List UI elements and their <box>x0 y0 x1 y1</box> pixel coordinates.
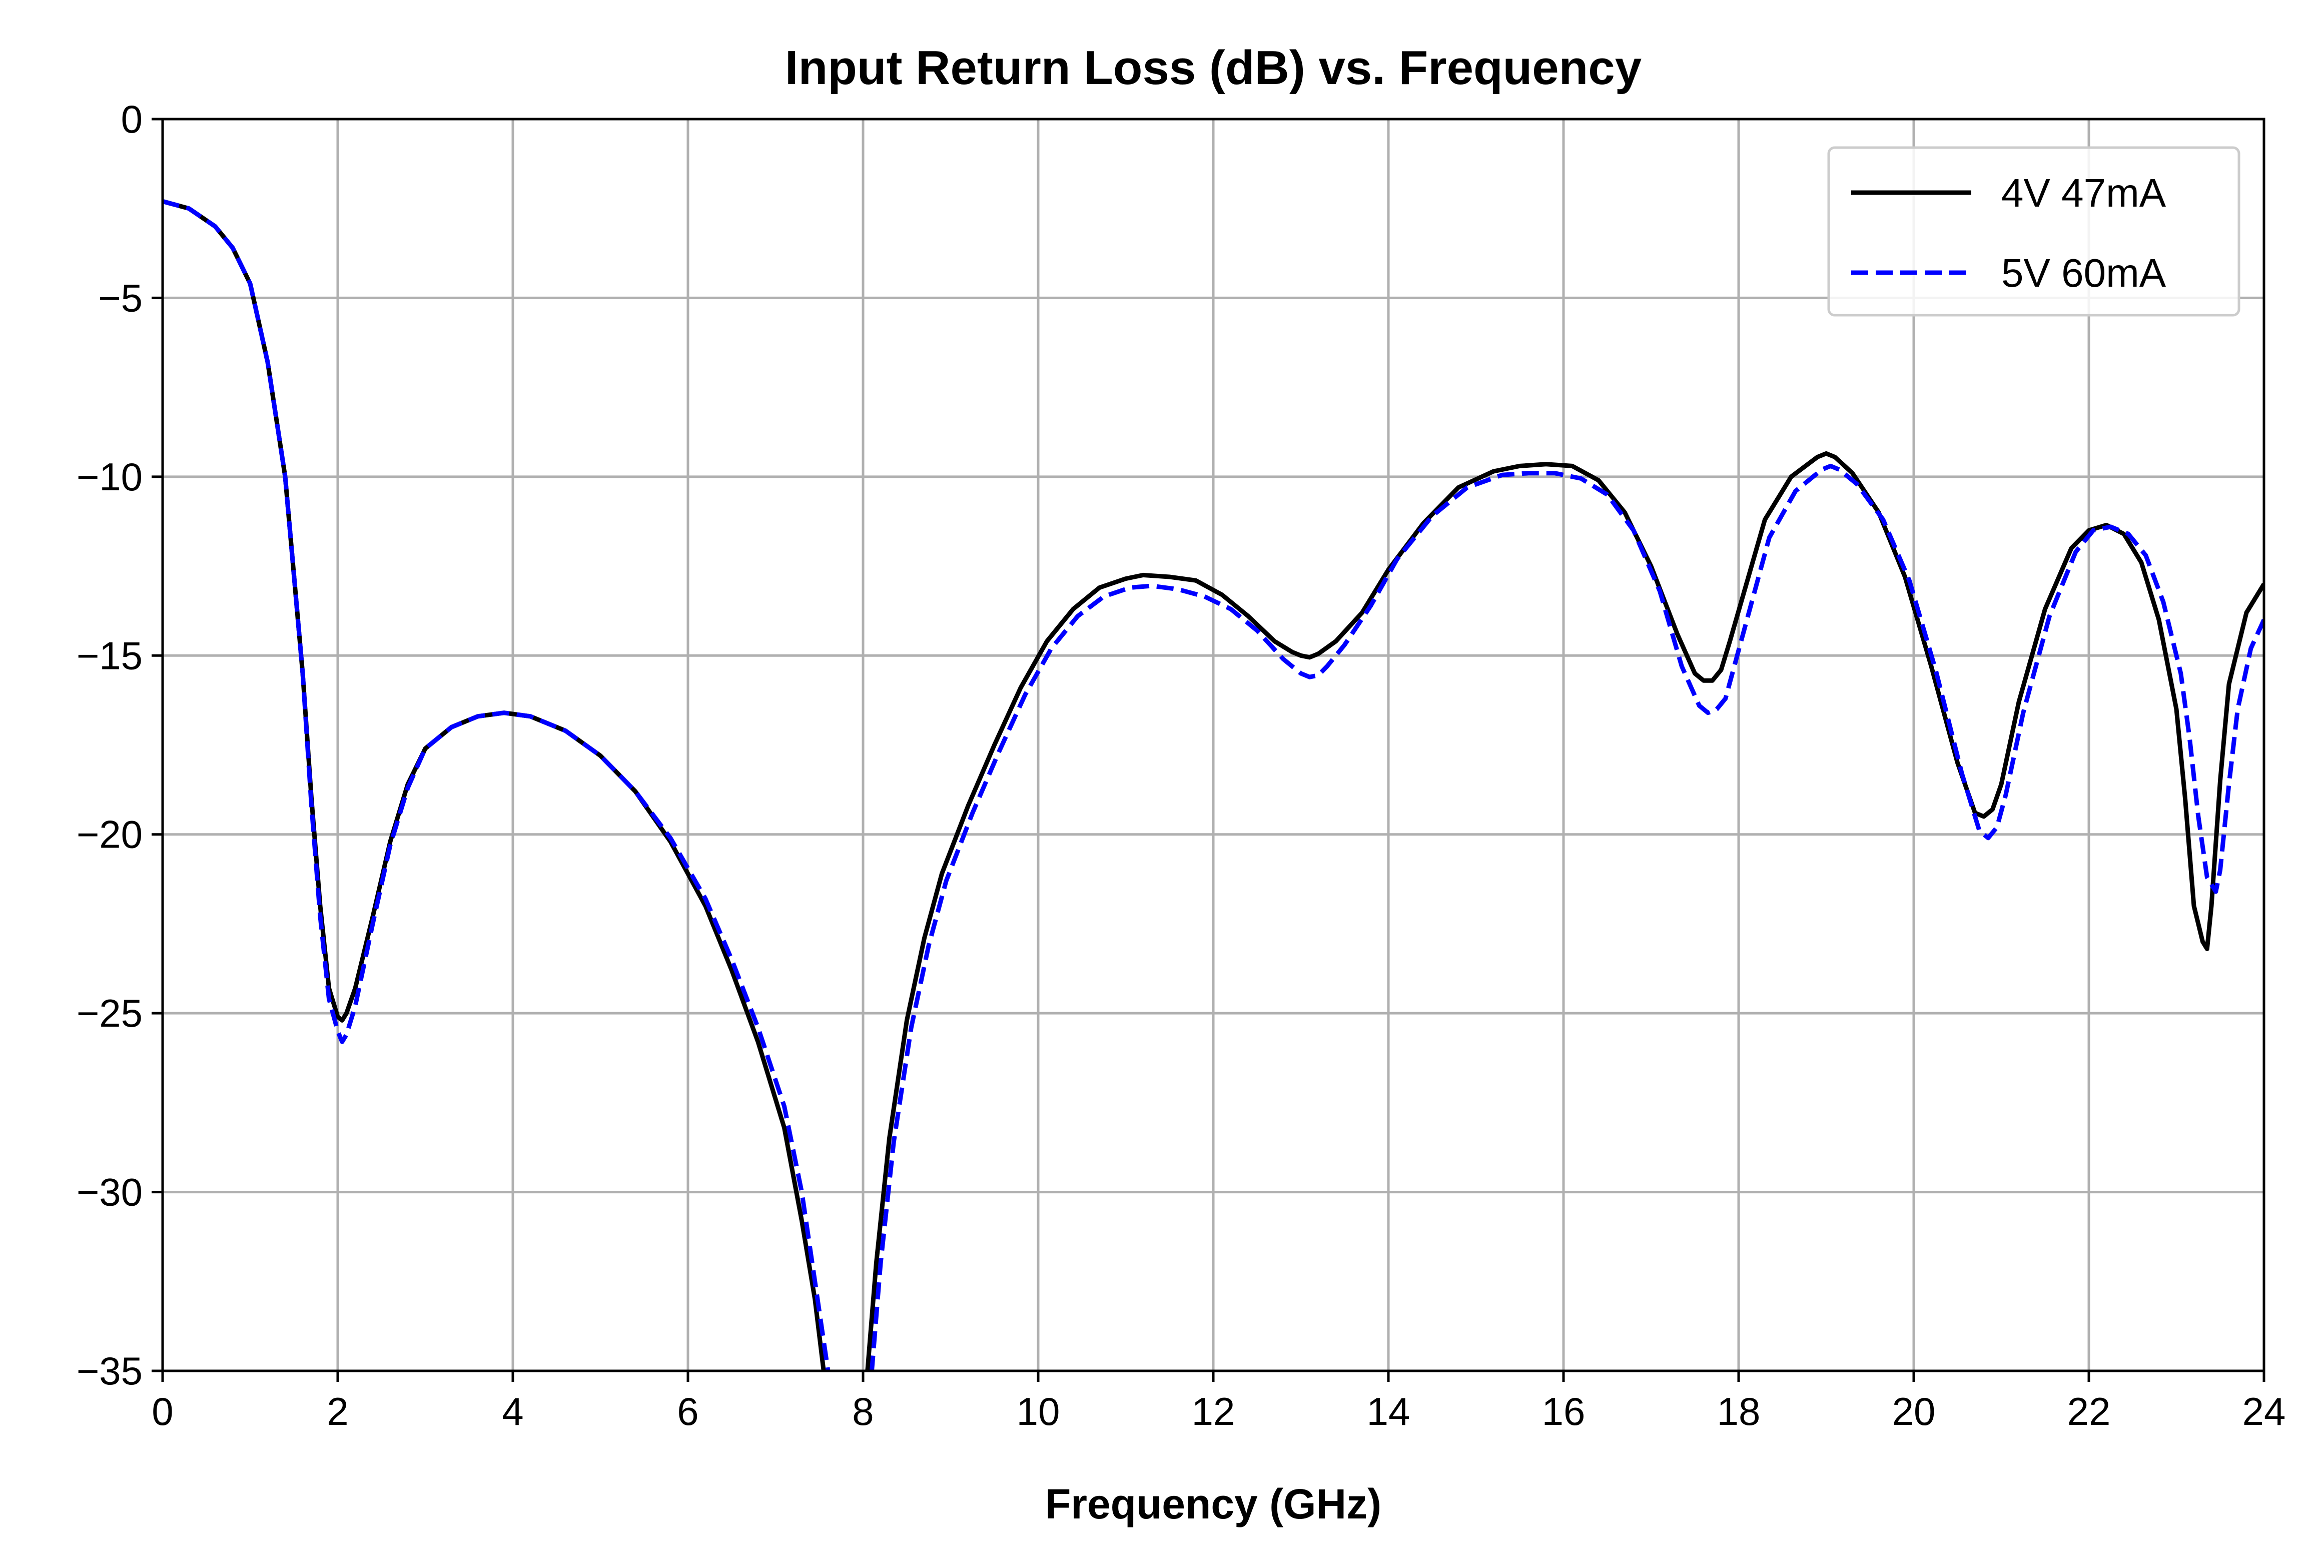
x-tick-label: 16 <box>1542 1389 1586 1433</box>
y-tick-label: −25 <box>77 991 143 1035</box>
legend-label-5v-60ma: 5V 60mA <box>2001 251 2166 295</box>
y-tick-label: −10 <box>77 455 143 499</box>
grid-lines <box>161 118 2265 1372</box>
x-tick-label: 22 <box>2067 1389 2111 1433</box>
x-tick-label: 12 <box>1192 1389 1235 1433</box>
x-axis-label: Frequency (GHz) <box>1045 1480 1381 1527</box>
x-tick-label: 18 <box>1717 1389 1761 1433</box>
x-tick-label: 6 <box>677 1389 698 1433</box>
series-line-5v-60ma <box>163 199 2264 1371</box>
legend-label-4v-47ma: 4V 47mA <box>2001 171 2166 215</box>
legend: 4V 47mA 5V 60mA <box>1827 146 2240 317</box>
y-tick-label: −30 <box>77 1170 143 1214</box>
x-tick-label: 20 <box>1892 1389 1936 1433</box>
y-tick-label: −35 <box>77 1349 143 1393</box>
x-tick-label: 2 <box>327 1389 348 1433</box>
y-tick-label: −20 <box>77 813 143 857</box>
y-tick-label: 0 <box>121 97 143 141</box>
x-tick-label: 4 <box>502 1389 523 1433</box>
series-lines <box>163 199 2264 1371</box>
x-tick-label: 8 <box>852 1389 874 1433</box>
x-tick-label: 14 <box>1367 1389 1410 1433</box>
y-tick-label: −15 <box>77 633 143 677</box>
x-tick-label: 0 <box>152 1389 173 1433</box>
x-tick-label: 10 <box>1017 1389 1060 1433</box>
chart-title: Input Return Loss (dB) vs. Frequency <box>785 41 1642 95</box>
y-tick-label: −5 <box>98 276 143 320</box>
x-tick-label: 24 <box>2242 1389 2286 1433</box>
axis-ticks: 0 2 4 6 8 10 12 14 16 18 20 22 240−5−10−15−20−25−30−… <box>77 97 2286 1433</box>
